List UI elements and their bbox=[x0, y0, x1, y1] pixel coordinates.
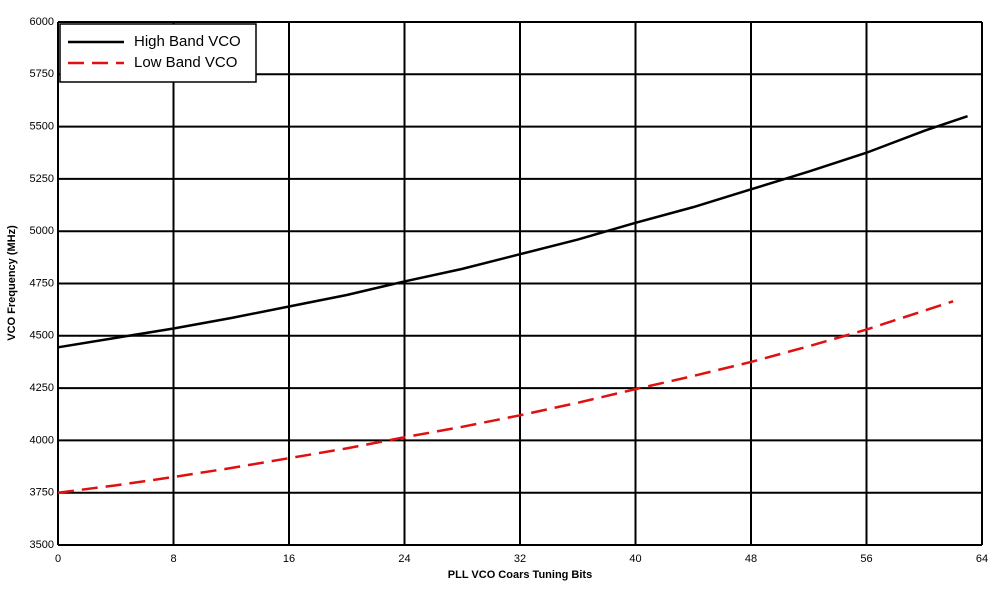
y-tick-label: 5750 bbox=[30, 68, 54, 80]
y-tick-label: 4750 bbox=[30, 277, 54, 289]
x-tick-label: 32 bbox=[514, 553, 526, 565]
y-axis-title: VCO Frequency (MHz) bbox=[6, 225, 18, 341]
x-tick-label: 0 bbox=[55, 553, 61, 565]
y-tick-label: 5250 bbox=[30, 173, 54, 185]
y-tick-label: 5500 bbox=[30, 121, 54, 133]
legend-label: High Band VCO bbox=[134, 33, 241, 50]
x-tick-label: 64 bbox=[976, 553, 988, 565]
x-tick-label: 48 bbox=[745, 553, 757, 565]
x-tick-label: 8 bbox=[170, 553, 176, 565]
legend: High Band VCO Low Band VCO bbox=[59, 23, 257, 83]
y-tick-label: 6000 bbox=[30, 16, 54, 28]
y-tick-label: 4000 bbox=[30, 434, 54, 446]
x-tick-label: 40 bbox=[629, 553, 641, 565]
legend-box bbox=[59, 23, 257, 83]
series-line bbox=[57, 114, 968, 349]
x-tick-label: 16 bbox=[283, 553, 295, 565]
y-tick-label: 5000 bbox=[30, 225, 54, 237]
y-tick-label: 4500 bbox=[30, 330, 54, 342]
legend-label: Low Band VCO bbox=[134, 54, 237, 71]
x-tick-label: 24 bbox=[398, 553, 410, 565]
y-tick-label: 3750 bbox=[30, 487, 54, 499]
y-tick-label: 4250 bbox=[30, 382, 54, 394]
x-tick-label: 56 bbox=[860, 553, 872, 565]
y-tick-label: 3500 bbox=[30, 539, 54, 551]
series-line bbox=[57, 300, 954, 494]
x-axis-title: PLL VCO Coars Tuning Bits bbox=[448, 569, 592, 581]
